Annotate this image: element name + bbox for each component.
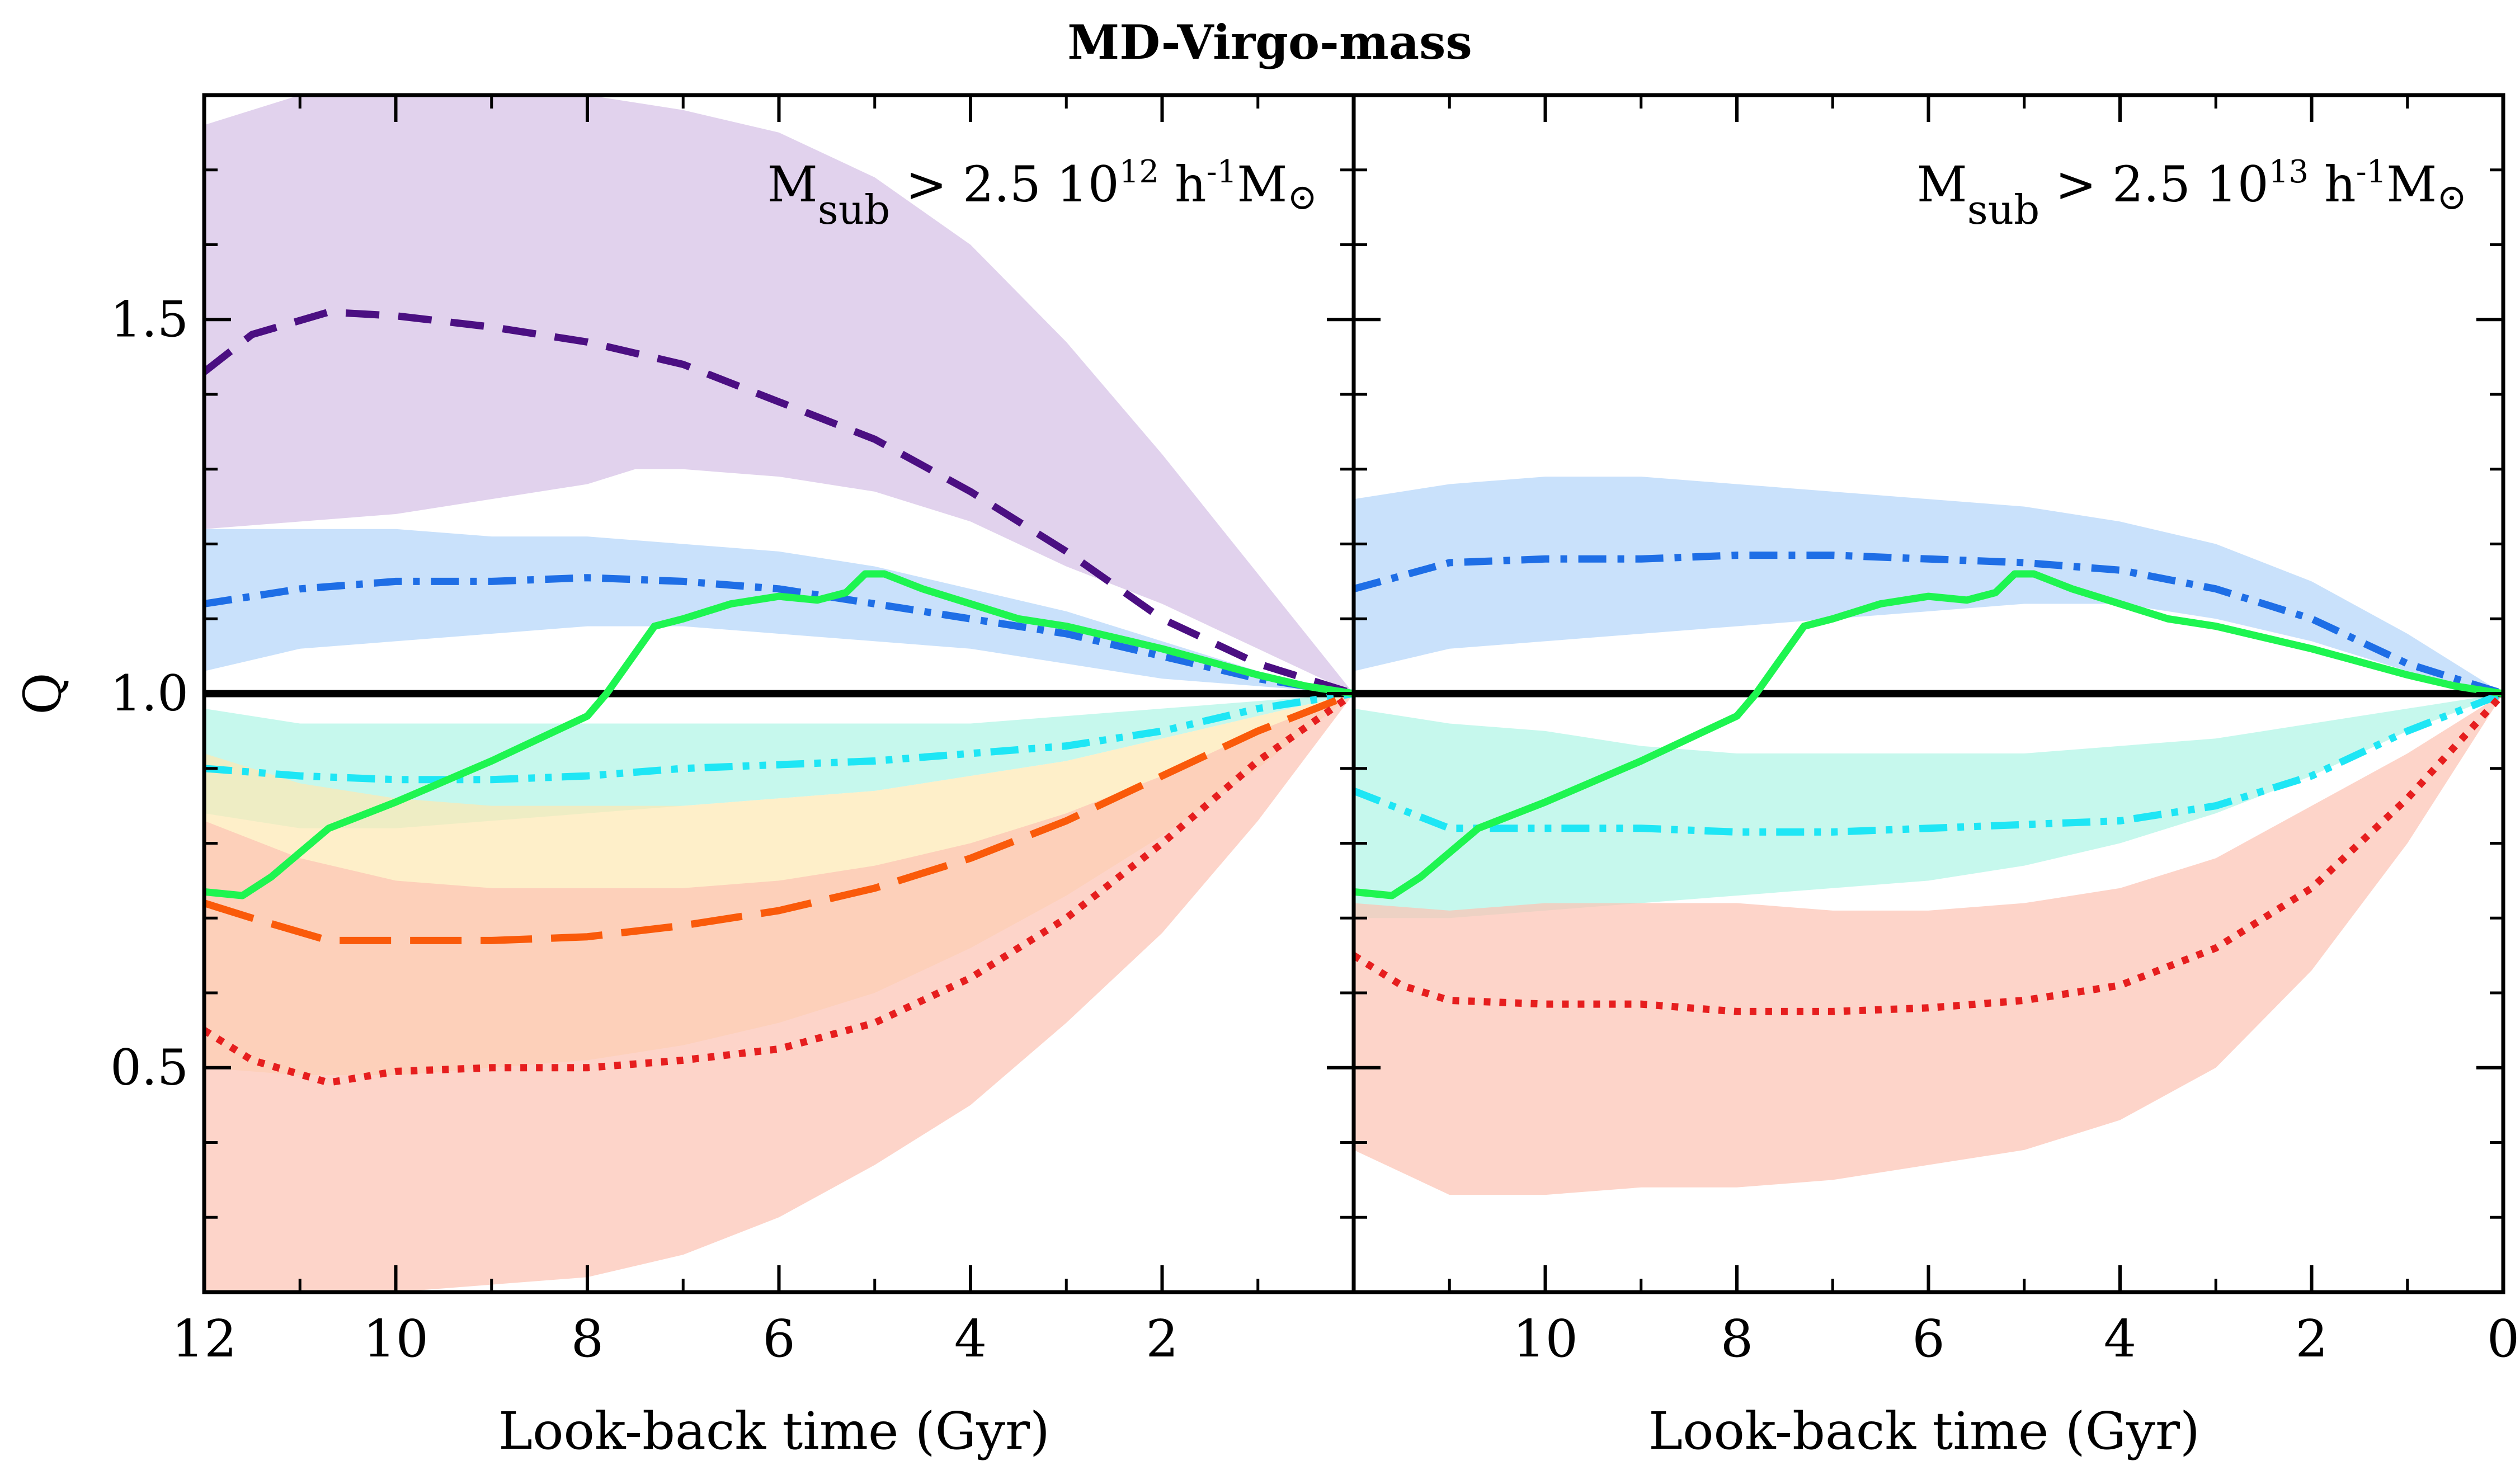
series-blue-dashdot: [1354, 552, 2503, 698]
x-axis-label-left: Look-back time (Gyr): [498, 1401, 1050, 1461]
x-tick-label: 8: [1721, 1309, 1754, 1369]
x-tick-label: 12: [171, 1309, 237, 1369]
series-orange-longdash: [204, 690, 1354, 944]
chart-title: MD-Virgo-mass: [1067, 15, 1472, 70]
x-tick-label: 4: [954, 1309, 987, 1369]
band-blue: [204, 529, 1354, 694]
series-cyan-dashdotdot: [1354, 690, 2503, 836]
x-tick-label: 10: [363, 1309, 428, 1369]
band-purple: [204, 95, 1354, 694]
y-axis-label: Q: [13, 672, 73, 714]
series-green-solid: [1354, 570, 2503, 899]
x-tick-label: 6: [1912, 1309, 1945, 1369]
x-tick-label: 10: [1513, 1309, 1578, 1369]
plot-area: [204, 95, 1354, 1292]
band-red: [1354, 694, 2503, 1195]
plot-area: [1354, 477, 2503, 1195]
y-tick-label: 1.5: [110, 290, 189, 348]
series-cyan-dashdotdot: [204, 690, 1354, 784]
band-blue: [1354, 477, 2503, 694]
x-tick-label: 2: [2295, 1309, 2328, 1369]
panel-label: Msub > 2.5 1012 h-1M⊙: [767, 154, 1317, 233]
series-purple-dashed: [204, 308, 1354, 698]
series-red-dotted: [1354, 691, 2503, 1015]
right-panel: 10 8 6 4 2 0 Msub > 2.5 1013 h-1M⊙: [1351, 93, 2520, 1369]
panel-label: Msub > 2.5 1013 h-1M⊙: [1917, 154, 2467, 233]
x-tick-label: 2: [1146, 1309, 1179, 1369]
series-green-solid: [204, 570, 1354, 899]
band-cyan: [204, 694, 1354, 828]
y-tick-label: 0.5: [110, 1039, 189, 1096]
x-tick-label: 0: [2487, 1309, 2520, 1369]
x-tick-label: 6: [762, 1309, 795, 1369]
left-panel: 0.5 1.0 1.5 12 10 8 6 4 2 Msub > 2.5 1012 h-1M⊙: [110, 93, 1356, 1369]
band-cyan: [1354, 694, 2503, 918]
x-tick-label: 4: [2104, 1309, 2137, 1369]
x-axis-label-right: Look-back time (Gyr): [1648, 1401, 2200, 1461]
series-blue-dashdot: [204, 574, 1354, 698]
series-red-dotted: [204, 690, 1354, 1086]
x-tick-label: 8: [571, 1309, 604, 1369]
y-tick-label: 1.0: [110, 665, 189, 722]
band-red: [204, 694, 1354, 1292]
